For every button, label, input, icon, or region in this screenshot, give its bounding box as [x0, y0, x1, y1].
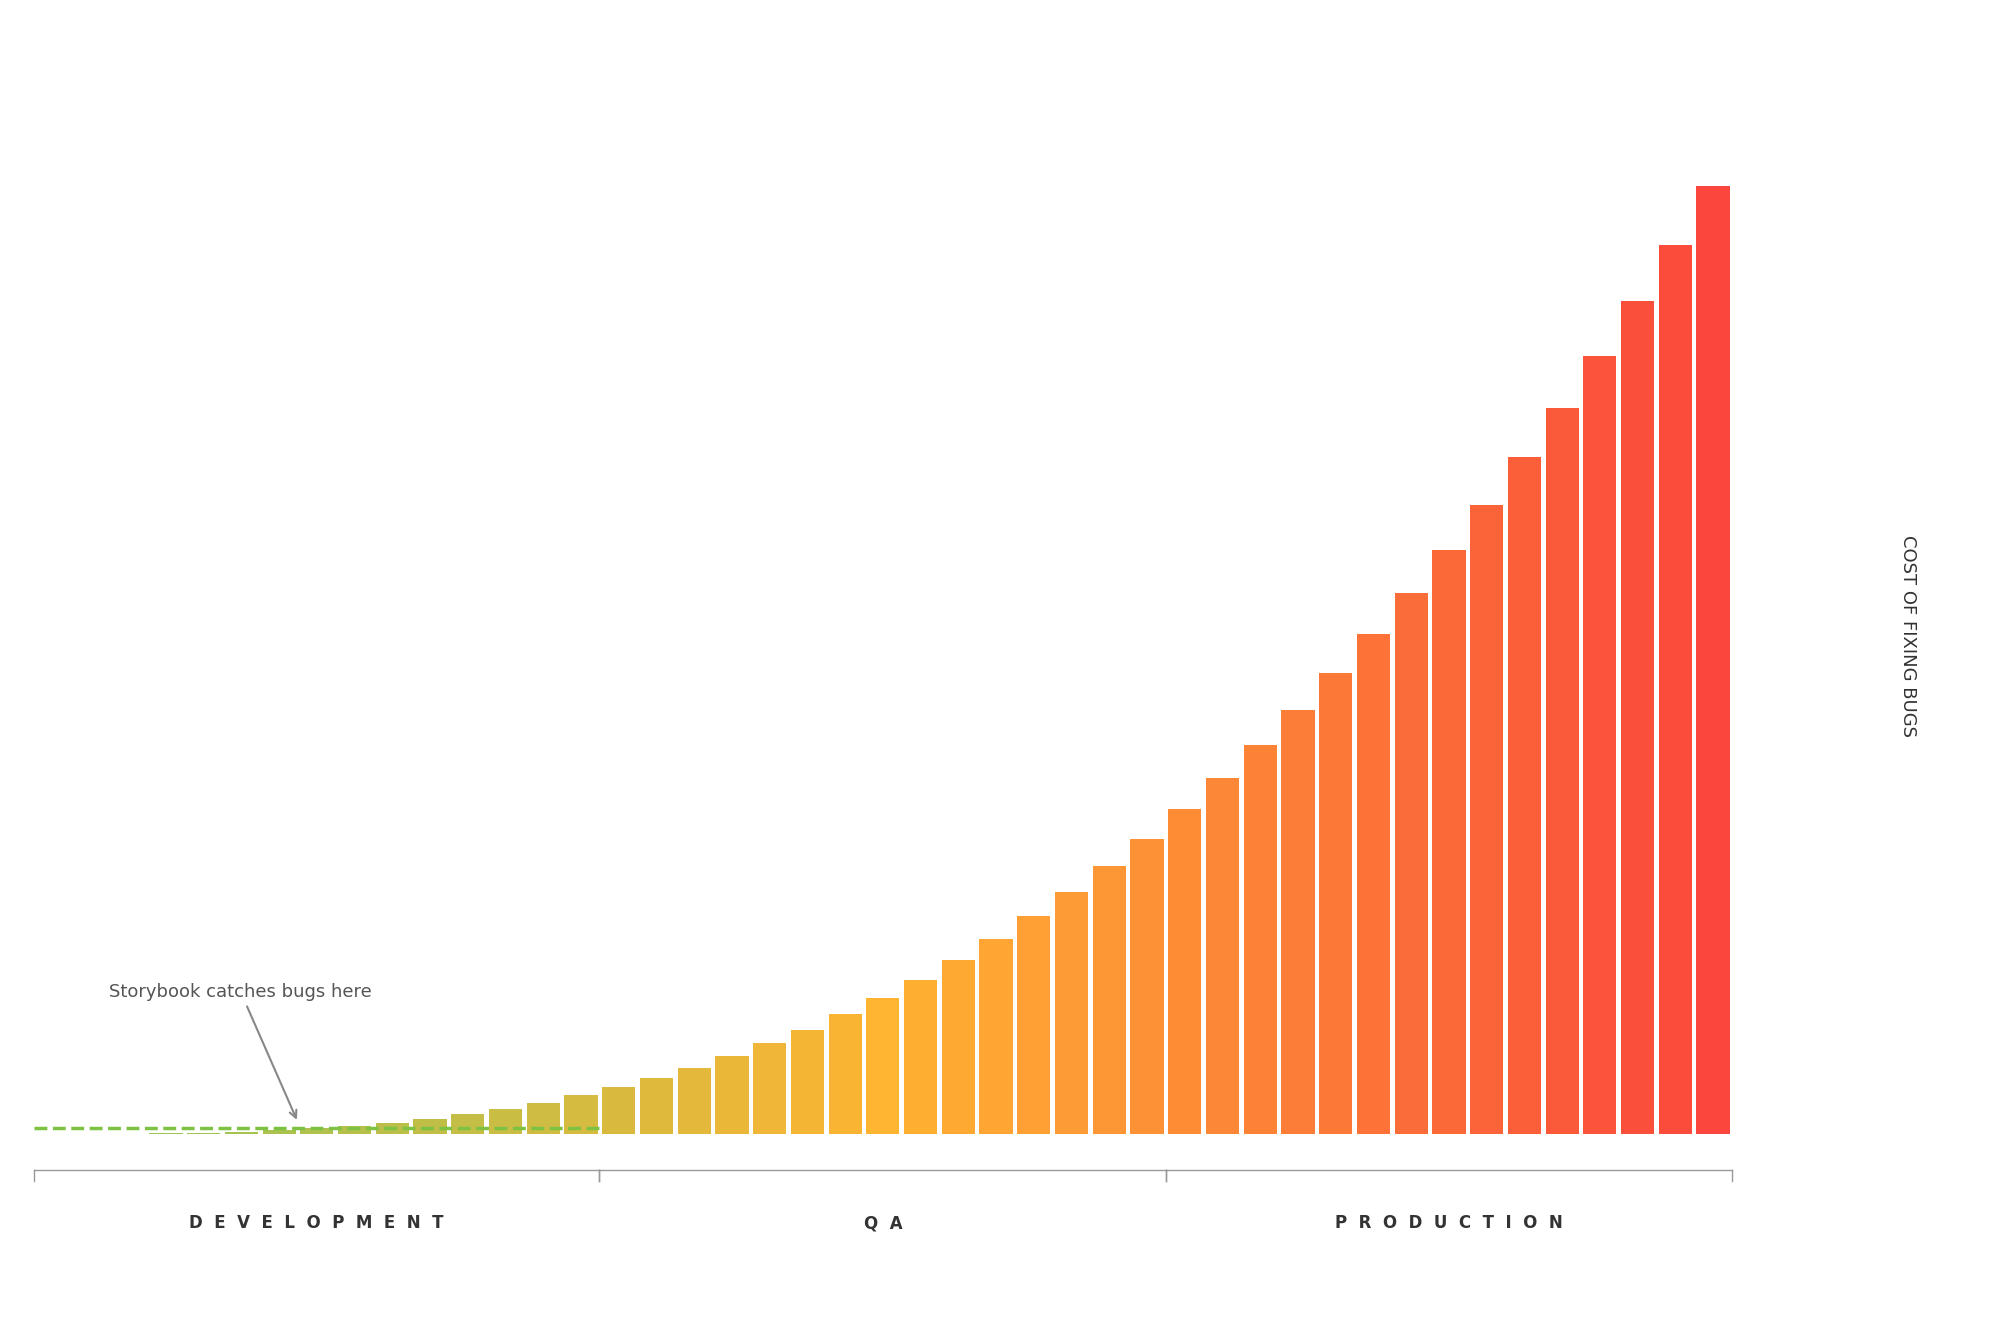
Text: D  E  V  E  L  O  P  M  E  N  T: D E V E L O P M E N T	[190, 1214, 444, 1232]
Bar	[716, 1056, 748, 1134]
Bar	[224, 1131, 258, 1134]
Bar	[1130, 838, 1164, 1134]
Bar	[904, 980, 938, 1134]
Bar	[1620, 301, 1654, 1134]
Bar	[564, 1095, 598, 1134]
Bar	[866, 998, 900, 1134]
Bar	[1018, 916, 1050, 1134]
Bar	[678, 1067, 710, 1134]
Bar	[526, 1102, 560, 1134]
Bar	[1658, 245, 1692, 1134]
Bar	[338, 1126, 372, 1134]
Bar	[488, 1109, 522, 1134]
Bar	[1508, 458, 1540, 1134]
Bar	[1432, 550, 1466, 1134]
Bar	[414, 1119, 446, 1134]
Text: Q  A: Q A	[864, 1214, 902, 1232]
Bar	[376, 1122, 408, 1134]
Bar	[1394, 593, 1428, 1134]
Bar	[262, 1130, 296, 1134]
Bar	[754, 1043, 786, 1134]
Text: P  R  O  D  U  C  T  I  O  N: P R O D U C T I O N	[1336, 1214, 1564, 1232]
Bar	[1282, 710, 1314, 1134]
Bar	[1092, 866, 1126, 1134]
Bar	[1206, 778, 1240, 1134]
Bar	[1168, 809, 1202, 1134]
Bar	[942, 960, 974, 1134]
Text: Storybook catches bugs here: Storybook catches bugs here	[110, 983, 372, 1118]
Bar	[602, 1087, 636, 1134]
Bar	[640, 1078, 674, 1134]
Bar	[1320, 674, 1352, 1134]
Text: COST OF FIXING BUGS: COST OF FIXING BUGS	[1898, 536, 1916, 736]
Bar	[1584, 356, 1616, 1134]
Bar	[1470, 505, 1504, 1134]
Bar	[790, 1030, 824, 1134]
Bar	[980, 939, 1012, 1134]
Bar	[1546, 408, 1578, 1134]
Bar	[452, 1114, 484, 1134]
Bar	[1356, 635, 1390, 1134]
Bar	[300, 1129, 334, 1134]
Bar	[828, 1014, 862, 1134]
Bar	[1054, 892, 1088, 1134]
Bar	[1244, 744, 1276, 1134]
Bar	[1696, 186, 1730, 1134]
